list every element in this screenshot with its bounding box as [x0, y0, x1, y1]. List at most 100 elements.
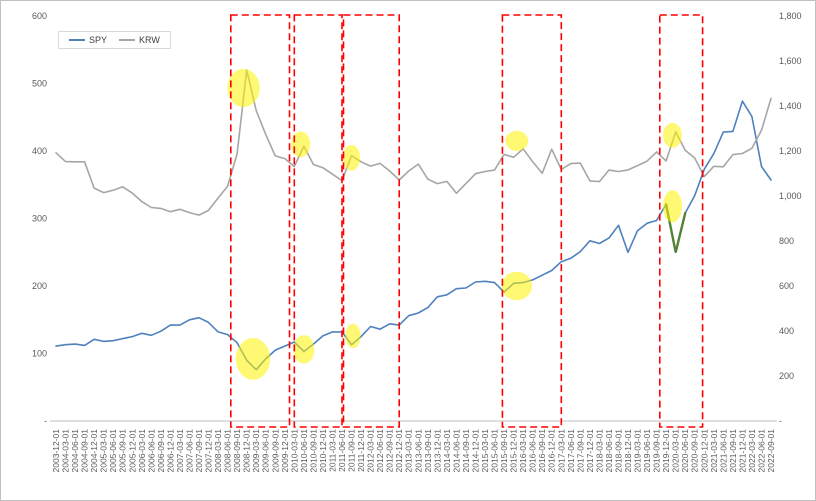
- legend-item-krw: KRW: [119, 35, 160, 45]
- right-axis-tick-label: 800: [779, 236, 794, 246]
- x-axis-tick-label: 2014-09-01: [461, 429, 471, 473]
- crisis-period-box: [230, 14, 291, 428]
- legend-item-spy: SPY: [69, 35, 107, 45]
- x-axis-tick-label: 2010-12-01: [318, 429, 328, 473]
- x-axis-tick-label: 2009-06-01: [261, 429, 271, 473]
- x-axis-tick-label: 2013-03-01: [404, 429, 414, 473]
- x-axis-tick-label: 2018-06-01: [604, 429, 614, 473]
- x-axis-tick-label: 2006-03-01: [137, 429, 147, 473]
- right-axis-tick-label: 1,200: [779, 146, 802, 156]
- legend-label-spy: SPY: [89, 35, 108, 45]
- x-axis-tick-label: 2008-03-01: [213, 429, 223, 473]
- x-axis-tick-label: 2011-03-01: [327, 429, 337, 472]
- highlight-blob: [345, 323, 361, 349]
- x-axis-tick-label: 2014-06-01: [451, 429, 461, 473]
- x-axis-tick-label: 2007-03-01: [175, 429, 185, 473]
- x-axis-tick-label: 2008-12-01: [242, 429, 252, 473]
- x-axis-tick-label: 2021-06-01: [718, 429, 728, 473]
- x-axis-tick-label: 2009-03-01: [251, 429, 261, 473]
- left-axis-tick-label: 400: [32, 146, 47, 156]
- spy-line-swatch: [69, 39, 85, 41]
- x-axis-tick-label: 2012-03-01: [366, 429, 376, 473]
- x-axis-tick-label: 2021-09-01: [728, 429, 738, 473]
- highlight-blob: [342, 144, 361, 171]
- x-axis-tick-label: 2017-03-01: [556, 429, 566, 473]
- x-axis-tick-label: 2013-12-01: [432, 429, 442, 473]
- x-axis-tick-label: 2014-12-01: [470, 429, 480, 473]
- x-axis-tick-label: 2013-06-01: [413, 429, 423, 473]
- highlight-blob: [235, 338, 271, 380]
- x-axis-tick-label: 2012-06-01: [375, 429, 385, 473]
- x-axis-tick-label: 2006-06-01: [146, 429, 156, 473]
- x-axis-tick-label: 2012-09-01: [385, 429, 395, 473]
- left-axis-tick-label: 200: [32, 281, 47, 291]
- highlight-blob: [291, 131, 311, 158]
- x-axis-tick-label: 2021-03-01: [709, 429, 719, 473]
- x-axis-tick-label: 2007-12-01: [204, 429, 214, 473]
- right-axis-tick-label: 1,600: [779, 56, 802, 66]
- x-axis-tick-label: 2019-12-01: [661, 429, 671, 473]
- x-axis-tick-label: 2007-09-01: [194, 429, 204, 473]
- x-axis-tick-label: 2016-06-01: [528, 429, 538, 473]
- x-axis-tick-label: 2004-06-01: [70, 429, 80, 473]
- x-axis-tick-label: 2005-12-01: [127, 429, 137, 473]
- x-axis-tick-label: 2019-06-01: [642, 429, 652, 473]
- x-axis-tick-label: 2018-12-01: [623, 429, 633, 473]
- x-axis-tick-label: 2005-06-01: [108, 429, 118, 473]
- x-axis-tick-label: 2022-03-01: [747, 429, 757, 473]
- x-axis-tick-label: 2021-12-01: [737, 429, 747, 473]
- x-axis-tick-label: 2017-06-01: [566, 429, 576, 473]
- x-axis-tick-label: 2012-12-01: [394, 429, 404, 473]
- x-axis-tick-label: 2009-12-01: [280, 429, 290, 473]
- krw-line-swatch: [119, 39, 136, 41]
- x-axis-tick-label: 2004-03-01: [61, 429, 71, 473]
- x-axis-tick-label: 2015-12-01: [509, 429, 519, 473]
- x-axis-tick-label: 2006-09-01: [156, 429, 166, 473]
- right-axis-tick-label: 400: [779, 326, 794, 336]
- x-axis-tick-label: 2017-12-01: [585, 429, 595, 473]
- highlight-blob: [505, 130, 529, 151]
- right-axis-tick-label: 200: [779, 371, 794, 381]
- x-axis-tick-label: 2018-03-01: [594, 429, 604, 473]
- x-axis-tick-label: 2007-06-01: [184, 429, 194, 473]
- x-axis-tick-label: 2016-03-01: [518, 429, 528, 473]
- highlight-blob: [501, 271, 533, 301]
- x-axis-tick-label: 2011-06-01: [337, 429, 347, 472]
- x-axis-tick-label: 2004-09-01: [80, 429, 90, 473]
- x-axis-tick-label: 2011-12-01: [356, 429, 366, 472]
- x-axis-tick-label: 2009-09-01: [270, 429, 280, 473]
- x-axis-tick-label: 2015-06-01: [490, 429, 500, 473]
- x-axis-tick-label: 2010-06-01: [299, 429, 309, 473]
- x-axis-tick-label: 2015-09-01: [499, 429, 509, 473]
- x-axis-tick-label: 2005-03-01: [99, 429, 109, 473]
- crisis-period-box: [658, 14, 704, 428]
- right-axis-tick-label: 1,800: [779, 11, 802, 21]
- x-axis-tick-label: 2019-09-01: [652, 429, 662, 473]
- right-axis-tick-label: 600: [779, 281, 794, 291]
- x-axis-tick-label: 2022-06-01: [756, 429, 766, 473]
- x-axis-tick-label: 2013-09-01: [423, 429, 433, 473]
- x-axis-tick-label: 2003-12-01: [51, 429, 61, 473]
- left-axis-tick-label: -: [44, 416, 47, 426]
- x-axis-tick-label: 2015-03-01: [480, 429, 490, 473]
- x-axis-tick-label: 2011-09-01: [347, 429, 357, 472]
- crisis-period-box: [342, 14, 401, 428]
- right-axis-tick-label: -: [779, 416, 782, 426]
- left-axis-tick-label: 600: [32, 11, 47, 21]
- x-axis-tick-label: 2019-03-01: [633, 429, 643, 473]
- x-axis-tick-label: 2010-09-01: [308, 429, 318, 473]
- x-axis-tick-label: 2010-03-01: [289, 429, 299, 473]
- left-axis-tick-label: 300: [32, 214, 47, 224]
- x-axis-tick-label: 2014-03-01: [442, 429, 452, 473]
- x-axis-tick-label: 2020-06-01: [680, 429, 690, 473]
- right-axis-tick-label: 1,400: [779, 101, 802, 111]
- x-axis-tick-label: 2008-09-01: [232, 429, 242, 473]
- x-axis-tick-label: 2020-09-01: [690, 429, 700, 473]
- left-axis-tick-label: 100: [32, 349, 47, 359]
- x-axis-tick-label: 2017-09-01: [575, 429, 585, 473]
- crisis-period-box: [501, 14, 563, 428]
- x-axis-tick-label: 2020-12-01: [699, 429, 709, 473]
- highlight-blob: [663, 122, 682, 148]
- x-axis-tick-label: 2004-12-01: [89, 429, 99, 473]
- x-axis-tick-label: 2022-09-01: [766, 429, 776, 473]
